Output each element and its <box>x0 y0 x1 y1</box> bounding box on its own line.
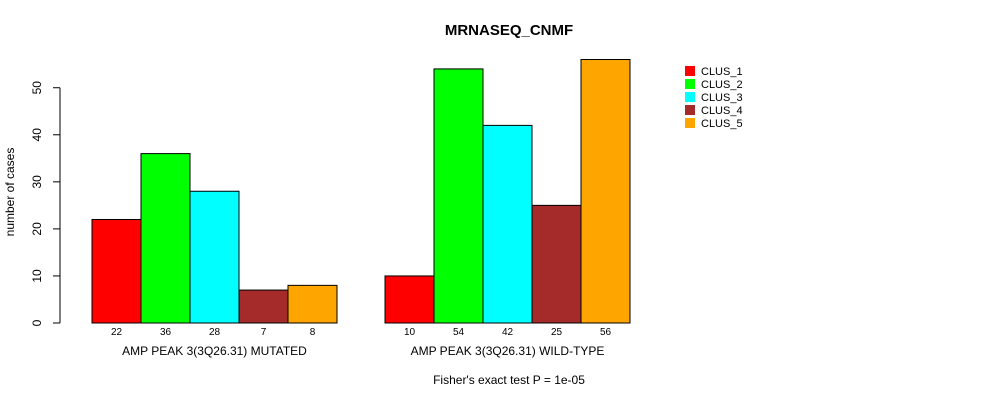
legend-swatch-clus-2 <box>685 79 695 89</box>
y-tick-label: 50 <box>30 81 44 95</box>
y-axis-label: number of cases <box>3 148 17 237</box>
bar-value-label: 22 <box>111 327 123 338</box>
bar-clus-3-group-2 <box>482 124 533 324</box>
bar-clus-4-group-2 <box>531 204 582 324</box>
group-label-1: AMP PEAK 3(3Q26.31) MUTATED <box>122 344 307 358</box>
bar-clus-2-group-1 <box>140 153 191 324</box>
bar-value-label: 54 <box>453 327 465 338</box>
y-tick-label: 20 <box>30 222 44 236</box>
y-tick-label: 10 <box>30 269 44 283</box>
legend-swatch-clus-1 <box>685 66 695 76</box>
y-tick-label: 30 <box>30 175 44 189</box>
bar-clus-1-group-1 <box>91 218 142 324</box>
bar-value-label: 36 <box>160 327 172 338</box>
bars-group: 22 36 28 7 8 10 54 42 25 56 <box>91 59 631 338</box>
chart-title: MRNASEQ_CNMF <box>445 22 573 39</box>
fisher-test-footnote: Fisher's exact test P = 1e-05 <box>433 373 585 387</box>
legend-label-clus-5: CLUS_5 <box>701 118 743 130</box>
bar-clus-4-group-1 <box>238 289 289 324</box>
group-labels: AMP PEAK 3(3Q26.31) MUTATED AMP PEAK 3(3Q… <box>122 344 604 358</box>
bar-value-label: 56 <box>600 327 612 338</box>
y-tick-label: 40 <box>30 128 44 142</box>
group-label-2: AMP PEAK 3(3Q26.31) WILD-TYPE <box>411 344 605 358</box>
bar-clus-2-group-2 <box>433 68 484 324</box>
bar-value-label: 10 <box>404 327 416 338</box>
legend-label-clus-4: CLUS_4 <box>701 105 743 117</box>
y-axis: 0 10 20 30 40 50 <box>30 81 61 326</box>
legend-swatch-clus-5 <box>685 118 695 128</box>
bar-value-label: 7 <box>261 327 267 338</box>
legend-label-clus-1: CLUS_1 <box>701 66 743 78</box>
bar-clus-5-group-1 <box>287 284 338 324</box>
bar-clus-1-group-2 <box>384 275 435 324</box>
bar-clus-5-group-2 <box>580 59 631 324</box>
bar-value-label: 8 <box>310 327 316 338</box>
legend-swatch-clus-4 <box>685 105 695 115</box>
y-tick-label: 0 <box>30 319 44 326</box>
legend-label-clus-2: CLUS_2 <box>701 79 743 91</box>
bar-clus-3-group-1 <box>189 190 240 324</box>
bar-value-label: 28 <box>209 327 221 338</box>
legend-label-clus-3: CLUS_3 <box>701 92 743 104</box>
legend-swatch-clus-3 <box>685 92 695 102</box>
bar-value-label: 42 <box>502 327 514 338</box>
bar-value-label: 25 <box>551 327 563 338</box>
